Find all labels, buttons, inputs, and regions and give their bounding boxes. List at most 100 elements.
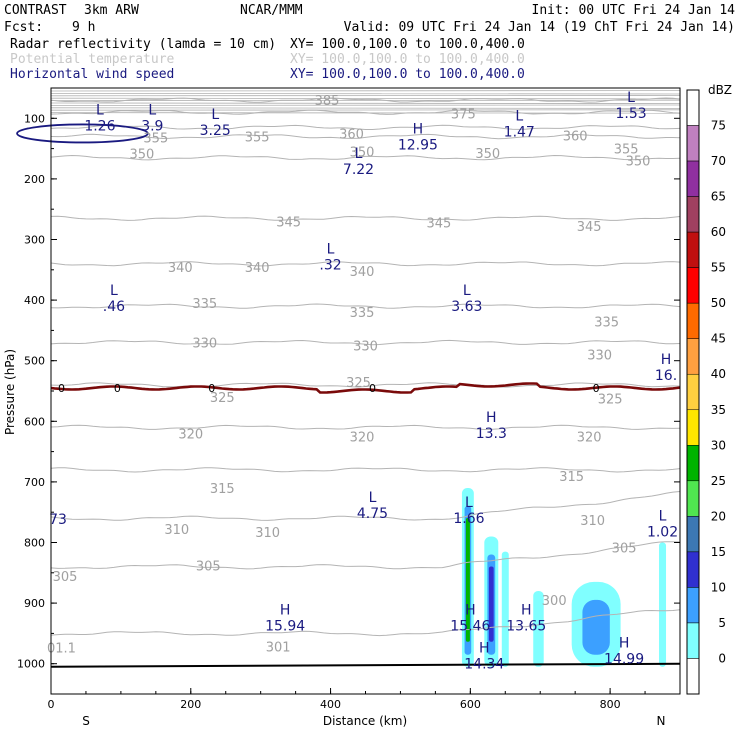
colorbar-unit: dBZ (708, 83, 732, 97)
theta-contour-340 (50, 261, 681, 267)
x-tick-label: 400 (320, 698, 341, 711)
theta-contour-301 (50, 609, 681, 637)
wind-extremum: H15.46 (450, 602, 490, 634)
colorbar-segment (686, 409, 700, 446)
terrain-line (50, 662, 681, 668)
theta-contour-375 (50, 109, 681, 115)
wind-extremum-value: 16. (655, 368, 677, 384)
theta-contour-335 (50, 303, 681, 309)
wind-extremum-type: H (479, 640, 490, 656)
wind-extremum-value: 1.47 (504, 124, 535, 140)
colorbar-level-label: 60 (711, 225, 726, 239)
theta-label: 315 (559, 470, 584, 485)
colorbar-level-label: 5 (718, 616, 726, 630)
field-2-name: Potential temperature (10, 52, 175, 67)
wind-extremum-type: L (465, 495, 473, 511)
wind-extremum-value: 12.95 (398, 138, 438, 154)
theta-label: 350 (475, 147, 500, 162)
wind-extremum-type: H (619, 636, 630, 652)
theta-contour-360 (50, 124, 681, 130)
wind-extremum: L1.53 (615, 90, 646, 122)
wind-extremum-type: H (280, 602, 291, 618)
theta-label: 345 (426, 217, 451, 232)
colorbar-segment (686, 267, 700, 304)
theta-label: 335 (350, 306, 375, 321)
colorbar-level-label: 50 (711, 296, 726, 310)
theta-label: 300 (542, 594, 567, 609)
wind-extremum: L3.9 (141, 102, 163, 134)
colorbar-segment (686, 373, 700, 411)
zero-line-label: 0 (208, 382, 215, 395)
wind-closed-contour (16, 123, 149, 144)
theta-contour-330 (50, 339, 681, 346)
model-name: CONTRAST (4, 3, 67, 18)
colorbar-level-label: 15 (711, 545, 726, 559)
wind-extremum-type: L (96, 102, 104, 118)
wind-extremum-value: 4.75 (357, 506, 388, 522)
theta-label: 345 (276, 215, 301, 230)
wind-extremum: H12.95 (398, 122, 438, 154)
x-tick-label: 0 (48, 698, 55, 711)
colorbar-segment (686, 480, 700, 517)
wind-extremum: L3.25 (200, 107, 231, 139)
theta-label: 335 (594, 315, 619, 330)
theta-label: 360 (563, 129, 588, 144)
theta-label: 355 (143, 132, 168, 147)
colorbar-level-label: 40 (711, 367, 726, 381)
wind-extremum-type: L (211, 107, 219, 123)
theta-label: 350 (129, 147, 154, 162)
theta-label: 310 (164, 523, 189, 538)
upper-contour-line (50, 107, 681, 109)
colorbar-level-label: 75 (711, 119, 726, 133)
y-tick-label: 400 (24, 294, 45, 307)
colorbar-segment (686, 89, 700, 126)
theta-label: 320 (178, 427, 203, 442)
wind-extremum-value: 13.65 (506, 618, 546, 634)
y-tick-label: 900 (24, 597, 45, 610)
field-1-name: Radar reflectivity (lamda = 10 cm) (10, 37, 276, 52)
y-axis-label: Pressure (hPa) (3, 349, 17, 435)
theta-label: 325 (346, 376, 371, 391)
field-3-xy: XY= 100.0,100.0 to 100.0,400.0 (290, 67, 525, 82)
colorbar-segment (686, 196, 700, 233)
colorbar-level-label: 55 (711, 261, 726, 275)
y-tick-label: 300 (24, 234, 45, 247)
colorbar-level-label: 25 (711, 474, 726, 488)
colorbar-segment (686, 338, 700, 375)
theta-label: 305 (612, 541, 637, 556)
colorbar-segment (686, 551, 700, 588)
y-tick-label: 500 (24, 355, 45, 368)
x-tick-label: 200 (180, 698, 201, 711)
theta-label: 340 (168, 261, 193, 276)
wind-extremum: L1.47 (504, 108, 535, 140)
y-tick-label: 100 (24, 112, 45, 125)
y-tick-label: 800 (24, 537, 45, 550)
theta-label: 325 (598, 392, 623, 407)
wind-extremum-value: 1.02 (647, 524, 678, 540)
wind-extremum: L4.75 (357, 490, 388, 522)
y-tick-label: 200 (24, 173, 45, 186)
valid-time: Valid: 09 UTC Fri 24 Jan 14 (19 ChT Fri … (344, 20, 735, 35)
theta-contour-315 (50, 467, 681, 473)
theta-label: 355 (245, 130, 270, 145)
wind-extremum: L3.63 (451, 283, 482, 315)
zero-line-label: 0 (114, 382, 121, 395)
wind-extremum-type: H (661, 352, 672, 368)
y-tick-label: 1000 (17, 658, 45, 671)
theta-contour-labels: 385 375 360 355 355 355 360 350 350 350 350 345 345 3… (47, 94, 650, 656)
colorbar-level-label: 70 (711, 154, 726, 168)
wind-extremum: H13.3 (476, 410, 507, 442)
wind-extremum: L.32 (319, 242, 341, 274)
reflectivity-cell-outer (533, 590, 544, 667)
wind-extremum: L1.26 (84, 102, 115, 134)
wind-extremum-type: L (369, 490, 377, 506)
theta-label: 01.1 (47, 641, 76, 656)
wind-extremum-type: H (486, 410, 497, 426)
x-tick-label: 600 (460, 698, 481, 711)
wind-extremum: L1.02 (647, 508, 678, 540)
theta-label: 375 (451, 107, 476, 122)
wind-extremum: H14.99 (604, 636, 644, 668)
colorbar-segment (686, 231, 700, 268)
x-tick-label: 800 (600, 698, 621, 711)
